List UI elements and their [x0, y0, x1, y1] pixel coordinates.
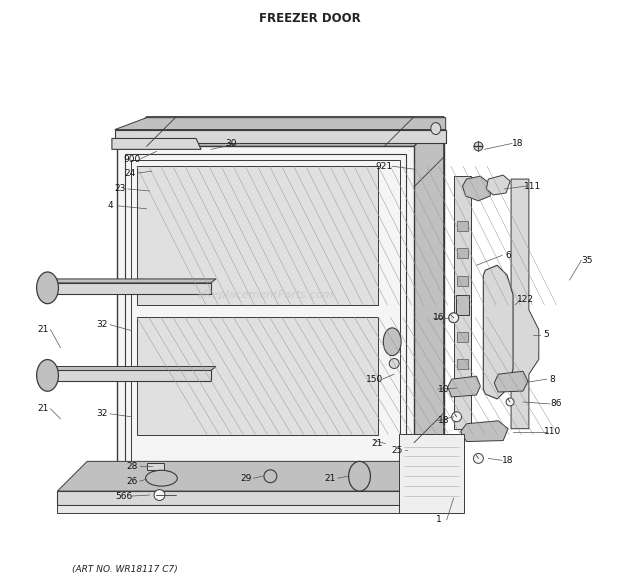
Text: 21: 21 [371, 439, 383, 448]
Polygon shape [409, 453, 426, 485]
Text: 921: 921 [376, 162, 393, 171]
Text: 150: 150 [366, 375, 383, 384]
Text: 1: 1 [436, 515, 441, 524]
Text: FREEZER DOOR: FREEZER DOOR [259, 12, 361, 25]
Bar [58, 505, 434, 513]
Polygon shape [117, 117, 444, 147]
Text: 18: 18 [512, 139, 524, 148]
Polygon shape [115, 130, 446, 144]
Text: 21: 21 [37, 404, 48, 413]
Text: 18: 18 [502, 456, 514, 465]
Polygon shape [58, 461, 464, 491]
Ellipse shape [146, 470, 177, 486]
Text: 32: 32 [96, 320, 108, 329]
Text: 35: 35 [582, 256, 593, 265]
Bar [136, 317, 378, 434]
Bar [456, 221, 469, 231]
Ellipse shape [383, 328, 401, 356]
Text: 21: 21 [324, 474, 335, 483]
Polygon shape [38, 279, 216, 283]
Bar [456, 276, 469, 286]
Text: 122: 122 [518, 296, 534, 304]
Circle shape [474, 142, 483, 151]
Polygon shape [461, 420, 508, 442]
Ellipse shape [264, 470, 277, 482]
Bar [125, 154, 406, 475]
Text: 29: 29 [240, 474, 251, 483]
Bar [131, 160, 400, 470]
Bar [136, 166, 378, 305]
Text: 24: 24 [124, 169, 135, 178]
Text: eReplacementParts.com: eReplacementParts.com [197, 290, 334, 300]
Circle shape [451, 412, 461, 422]
Bar [399, 434, 464, 513]
Text: 6: 6 [505, 251, 511, 260]
Ellipse shape [431, 123, 441, 134]
Ellipse shape [37, 272, 58, 304]
Polygon shape [486, 175, 510, 195]
Bar [146, 463, 164, 470]
Text: 900: 900 [123, 155, 140, 164]
Polygon shape [511, 179, 539, 429]
Polygon shape [494, 371, 528, 392]
Ellipse shape [348, 461, 370, 491]
Polygon shape [38, 367, 216, 370]
Circle shape [389, 359, 399, 369]
Bar [456, 304, 469, 314]
Bar [38, 283, 211, 294]
Bar [117, 147, 414, 483]
Text: 26: 26 [126, 477, 138, 486]
Ellipse shape [449, 313, 459, 323]
Text: 28: 28 [126, 462, 138, 471]
Text: 21: 21 [37, 325, 48, 334]
Text: 110: 110 [544, 427, 561, 436]
Text: 16: 16 [433, 313, 445, 322]
Polygon shape [414, 117, 444, 483]
Text: 111: 111 [525, 182, 541, 190]
Polygon shape [146, 117, 444, 453]
Polygon shape [484, 265, 513, 399]
Text: 8: 8 [550, 375, 556, 384]
Polygon shape [448, 376, 480, 397]
Text: 86: 86 [550, 399, 561, 408]
Text: (ART NO. WR18117 C7): (ART NO. WR18117 C7) [73, 565, 178, 574]
Text: 5: 5 [543, 330, 549, 339]
Ellipse shape [37, 360, 58, 391]
Bar [58, 491, 434, 505]
Ellipse shape [506, 398, 514, 406]
Circle shape [154, 489, 165, 500]
Bar [456, 248, 469, 258]
Bar [456, 295, 469, 315]
Polygon shape [115, 117, 446, 130]
Polygon shape [112, 138, 201, 150]
Text: 23: 23 [114, 185, 125, 193]
Text: 10: 10 [438, 385, 450, 394]
Circle shape [474, 453, 484, 463]
Text: 4: 4 [107, 201, 113, 210]
Text: 32: 32 [96, 409, 108, 418]
Text: 25: 25 [391, 446, 403, 455]
Bar [456, 359, 469, 369]
Text: 566: 566 [115, 492, 133, 500]
Text: 30: 30 [225, 139, 236, 148]
Bar [38, 370, 211, 381]
Bar [456, 332, 469, 342]
Bar [454, 176, 471, 429]
Polygon shape [463, 176, 490, 201]
Text: 18: 18 [438, 416, 450, 425]
